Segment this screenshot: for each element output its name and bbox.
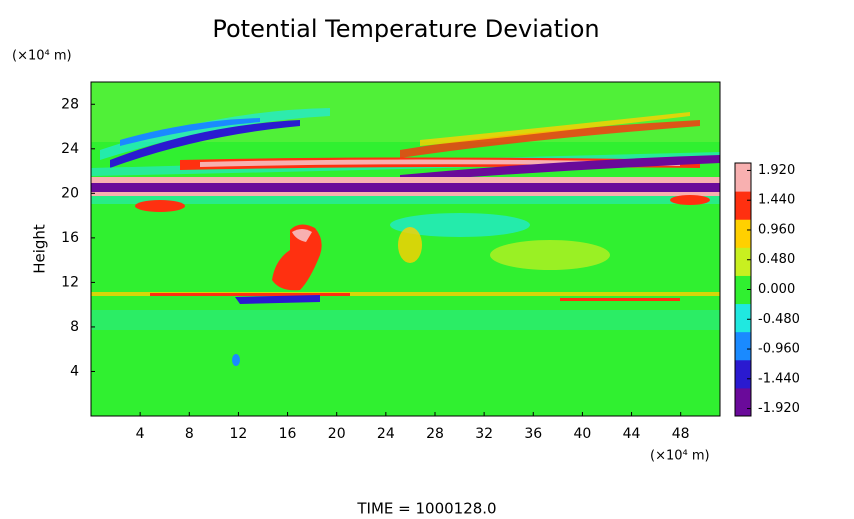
colorbar-tick-label: 1.920 bbox=[758, 163, 795, 178]
x-tick-label: 16 bbox=[279, 426, 297, 442]
x-tick-label: 36 bbox=[524, 426, 542, 442]
y-unit: (×10⁴ m) bbox=[12, 49, 72, 64]
x-tick-label: 12 bbox=[230, 426, 248, 442]
x-tick-label: 48 bbox=[672, 426, 690, 442]
y-tick-label: 12 bbox=[61, 274, 79, 290]
x-tick-label: 28 bbox=[426, 426, 444, 442]
colorbar-step bbox=[735, 219, 751, 248]
colorbar-tick-label: 0.000 bbox=[758, 282, 795, 297]
y-tick-label: 28 bbox=[61, 96, 79, 112]
chart-title: Potential Temperature Deviation bbox=[212, 15, 599, 43]
colorbar-step bbox=[735, 275, 751, 305]
colorbar-step bbox=[735, 387, 751, 417]
colorbar-tick-label: 1.440 bbox=[758, 193, 795, 208]
y-tick-label: 20 bbox=[61, 185, 79, 201]
colorbar-tick-label: 0.480 bbox=[758, 252, 795, 267]
colorbar-step bbox=[735, 163, 751, 192]
field bbox=[91, 82, 720, 416]
y-label: Height bbox=[31, 224, 49, 274]
colorbar-tick-label: 0.960 bbox=[758, 222, 795, 237]
x-tick-label: 44 bbox=[623, 426, 641, 442]
colorbar-tick-label: -0.960 bbox=[758, 342, 800, 357]
colorbar-tick-label: -1.920 bbox=[758, 401, 800, 416]
y-tick-label: 8 bbox=[70, 319, 79, 335]
x-tick-label: 32 bbox=[475, 426, 493, 442]
y-tick-label: 16 bbox=[61, 230, 79, 246]
colorbar-step bbox=[735, 191, 751, 220]
x-tick-label: 4 bbox=[136, 426, 145, 442]
x-tick-label: 8 bbox=[185, 426, 194, 442]
y-tick-label: 24 bbox=[61, 141, 79, 157]
colorbar-tick-label: -0.480 bbox=[758, 312, 800, 327]
y-tick-label: 4 bbox=[70, 363, 79, 379]
colorbar-step bbox=[735, 331, 751, 361]
x-tick-label: 24 bbox=[377, 426, 395, 442]
x-tick-label: 40 bbox=[573, 426, 591, 442]
x-unit: (×10⁴ m) bbox=[650, 449, 710, 464]
colorbar-tick-label: -1.440 bbox=[758, 371, 800, 386]
footer: TIME = 1000128.0 bbox=[356, 500, 496, 518]
x-tick-label: 20 bbox=[328, 426, 346, 442]
colorbar-step bbox=[735, 359, 751, 389]
colorbar-step bbox=[735, 303, 751, 333]
colorbar-step bbox=[735, 247, 751, 276]
plot-frame bbox=[90, 81, 721, 417]
